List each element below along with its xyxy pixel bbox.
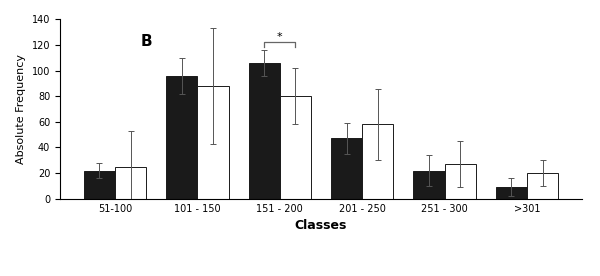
Bar bbox=[496, 187, 527, 199]
Bar bbox=[331, 139, 362, 199]
Text: *: * bbox=[277, 32, 283, 42]
Bar bbox=[527, 173, 558, 199]
Bar bbox=[280, 96, 311, 199]
Bar bbox=[197, 86, 229, 199]
Bar bbox=[362, 124, 394, 199]
Bar bbox=[115, 167, 146, 199]
Bar bbox=[84, 171, 115, 199]
Bar bbox=[413, 171, 445, 199]
Bar bbox=[166, 76, 197, 199]
X-axis label: Classes: Classes bbox=[295, 219, 347, 232]
Bar bbox=[445, 164, 476, 199]
Y-axis label: Absolute Frequency: Absolute Frequency bbox=[16, 54, 26, 164]
Text: B: B bbox=[141, 34, 152, 49]
Bar bbox=[248, 63, 280, 199]
